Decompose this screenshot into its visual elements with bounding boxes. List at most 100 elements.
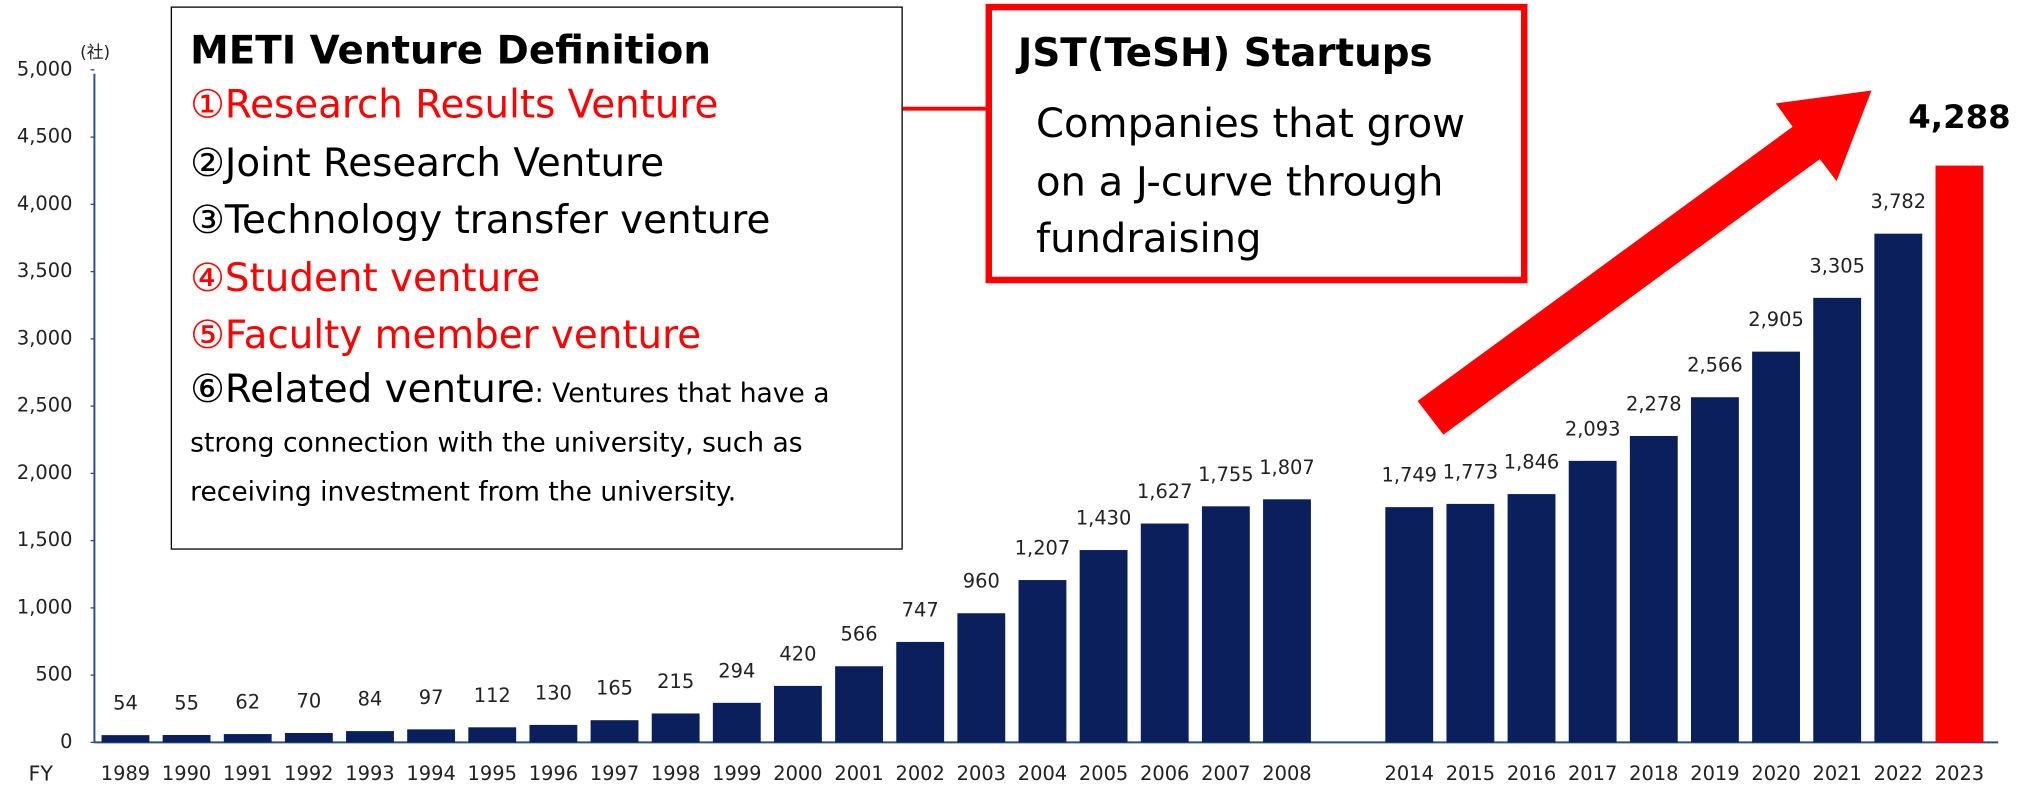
- value-label: 2,566: [1687, 354, 1743, 377]
- value-label: 1,755: [1198, 463, 1254, 486]
- y-tick-label: 4,500: [17, 125, 73, 148]
- value-label: 2,905: [1748, 308, 1804, 331]
- item-note: : Ventures that have a strong connection…: [190, 377, 830, 507]
- x-tick-label: 1992: [284, 762, 333, 785]
- value-label: 294: [718, 659, 755, 682]
- box-body: Companies that grow on a J-curve through…: [1035, 100, 1466, 263]
- bar: [651, 713, 700, 743]
- item-list: ①Research Results Venture ②Joint Research…: [190, 78, 883, 366]
- x-tick-label: 2014: [1385, 762, 1434, 785]
- bar: [101, 735, 150, 743]
- value-label: 420: [779, 642, 816, 665]
- bar: [223, 734, 272, 743]
- x-tick-label: 2000: [773, 762, 822, 785]
- value-label: 3,305: [1809, 254, 1865, 277]
- bar: [1813, 297, 1862, 743]
- value-label: 1,846: [1504, 451, 1560, 474]
- x-tick-label: 2020: [1751, 762, 1800, 785]
- startup-box: JST(TeSH) Startups Companies that grow o…: [985, 3, 1528, 284]
- item: ④Student venture: [190, 255, 541, 301]
- value-label: 130: [535, 681, 572, 704]
- value-label: 70: [297, 689, 322, 712]
- item: ⑤Faculty member venture: [190, 312, 702, 359]
- x-tick-label: 1991: [223, 762, 272, 785]
- x-tick-label: 2008: [1262, 762, 1311, 785]
- x-tick-label: 2018: [1629, 762, 1678, 785]
- x-tick-label: 1998: [651, 762, 700, 785]
- value-label: 97: [419, 686, 444, 709]
- box-title: JST(TeSH) Startups: [1017, 31, 1433, 77]
- bar: [1140, 523, 1189, 743]
- bar: [346, 731, 394, 743]
- bar: [1079, 550, 1128, 743]
- value-label: 54: [113, 692, 138, 715]
- value-label: 1,207: [1015, 536, 1071, 559]
- bar: [1874, 233, 1923, 743]
- x-tick-label: 1995: [468, 762, 517, 785]
- value-label: 2,093: [1565, 417, 1621, 440]
- value-label: 747: [902, 598, 939, 621]
- x-tick-label: 2002: [896, 762, 945, 785]
- box-title: METI Venture Definition: [190, 28, 711, 74]
- value-label: 165: [596, 677, 633, 700]
- value-label: 215: [657, 670, 694, 693]
- value-label: 62: [235, 691, 260, 714]
- bar: [1752, 351, 1800, 743]
- item: ①Research Results Venture: [190, 82, 719, 129]
- x-tick-label: 1999: [712, 762, 761, 785]
- bar: [468, 727, 517, 743]
- x-tick-label: 2017: [1568, 762, 1617, 785]
- x-tick-label: 2015: [1446, 762, 1495, 785]
- bar: [529, 724, 578, 743]
- value-label: 1,749: [1381, 464, 1437, 487]
- item-text: ⑥Related venture: [190, 366, 535, 412]
- x-tick-label: 2007: [1201, 762, 1250, 785]
- y-tick-label: 2,000: [17, 461, 73, 484]
- x-tick-label: 2004: [1018, 762, 1067, 785]
- y-tick-label: 0: [60, 730, 72, 753]
- value-label: 1,773: [1443, 460, 1499, 483]
- x-tick-label: 1989: [101, 762, 150, 785]
- y-tick-label: 3,500: [17, 259, 73, 282]
- bar: [1018, 580, 1067, 743]
- value-label: 2,278: [1626, 392, 1682, 415]
- bar: [284, 732, 333, 743]
- bar: [1385, 507, 1434, 743]
- y-tick-label: 4,000: [17, 192, 73, 215]
- x-tick-label: 2016: [1507, 762, 1556, 785]
- bar: [1629, 435, 1678, 743]
- bar: [957, 613, 1006, 743]
- value-label: 84: [358, 688, 383, 711]
- value-label: 112: [474, 684, 511, 707]
- x-tick-label: 1994: [406, 762, 455, 785]
- item: ⑥Related venture: Ventures that have a s…: [190, 365, 883, 512]
- bar: [1201, 506, 1250, 743]
- x-tick-label: 2003: [957, 762, 1006, 785]
- value-label: 1,807: [1259, 456, 1315, 479]
- x-tick-label: 2022: [1874, 762, 1923, 785]
- growth-arrow: [1417, 90, 1872, 435]
- bar: [407, 729, 456, 743]
- x-tick-label: 2019: [1690, 762, 1739, 785]
- value-label: 3,782: [1871, 190, 1927, 213]
- x-tick-label: 1997: [590, 762, 639, 785]
- x-tick-label: 2005: [1079, 762, 1128, 785]
- y-tick-label: 1,000: [17, 595, 73, 618]
- item: ③Technology transfer venture: [190, 197, 771, 244]
- bar: [1935, 165, 1984, 743]
- bar: [590, 720, 639, 743]
- bar: [835, 666, 883, 743]
- x-tick-label: 2023: [1935, 762, 1984, 785]
- bar: [712, 702, 761, 743]
- x-axis-label: FY: [28, 762, 53, 786]
- bar: [1507, 494, 1556, 743]
- y-tick-label: 5,000: [17, 57, 73, 80]
- value-label: 1,430: [1076, 507, 1132, 530]
- definition-box: METI Venture Definition ①Research Result…: [170, 6, 903, 550]
- item: ②Joint Research Venture: [190, 140, 665, 186]
- x-tick-label: 1996: [529, 762, 578, 785]
- bar: [896, 641, 945, 743]
- y-unit: (社): [80, 42, 110, 62]
